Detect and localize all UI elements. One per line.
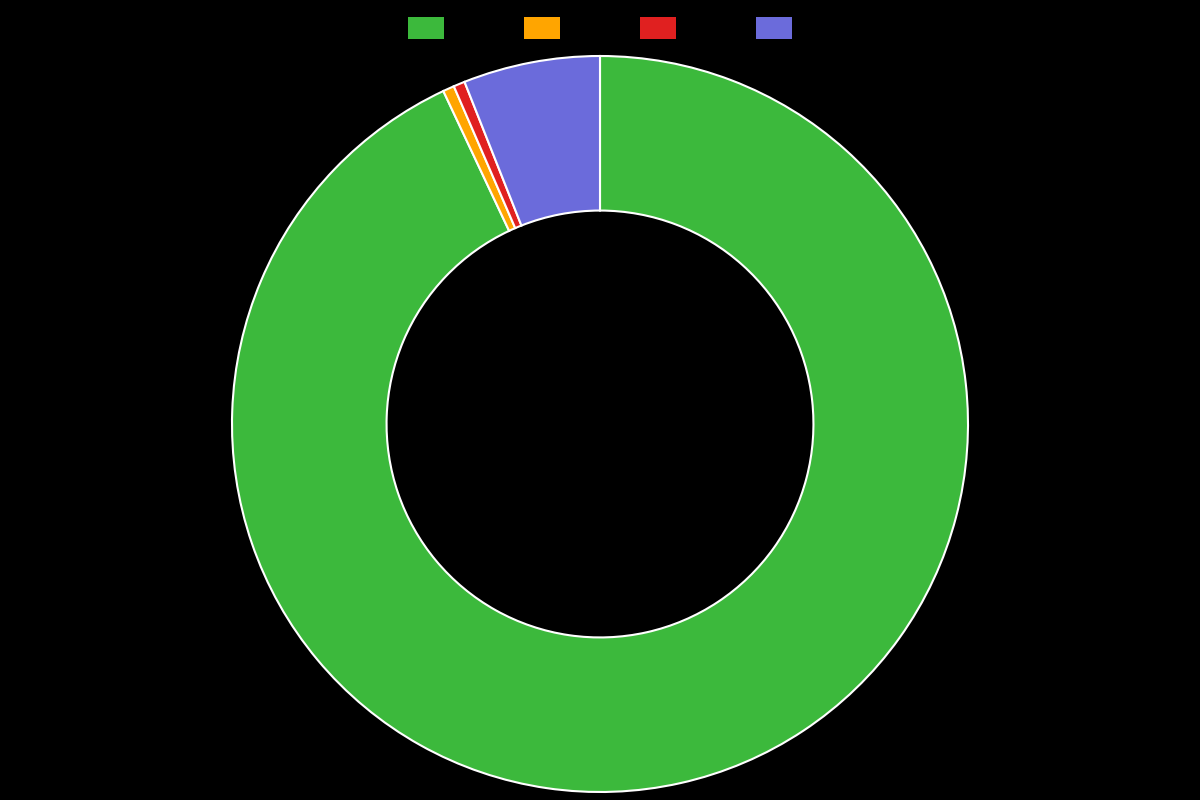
Wedge shape (232, 56, 968, 792)
FancyBboxPatch shape (756, 17, 792, 39)
Wedge shape (443, 86, 515, 231)
FancyBboxPatch shape (524, 17, 560, 39)
FancyBboxPatch shape (408, 17, 444, 39)
Wedge shape (454, 82, 522, 228)
Wedge shape (464, 56, 600, 226)
FancyBboxPatch shape (640, 17, 676, 39)
